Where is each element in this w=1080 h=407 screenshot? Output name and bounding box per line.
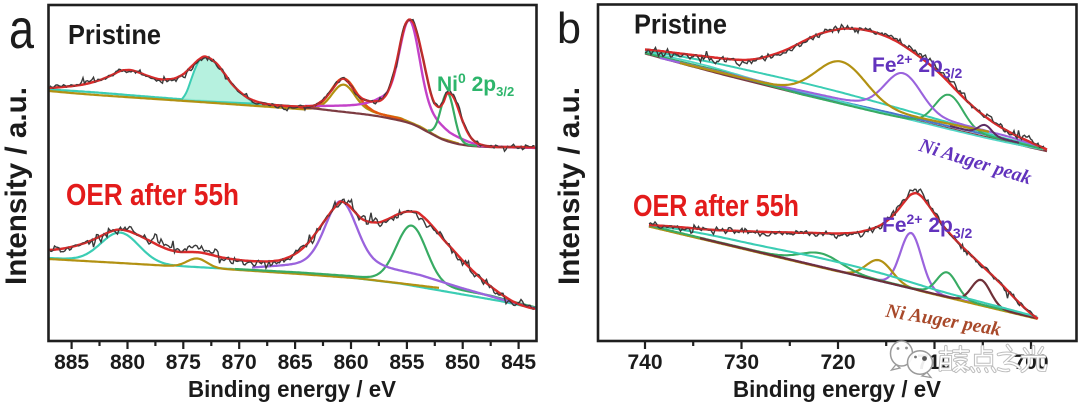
svg-text:885: 885 xyxy=(54,351,89,374)
svg-text:730: 730 xyxy=(724,351,759,374)
svg-text:OER after 55h: OER after 55h xyxy=(66,177,239,212)
svg-text:860: 860 xyxy=(333,351,368,374)
svg-text:Pristine: Pristine xyxy=(634,9,727,40)
svg-text:b: b xyxy=(557,4,581,53)
svg-text:850: 850 xyxy=(445,351,480,374)
svg-text:720: 720 xyxy=(820,351,855,374)
svg-text:OER after 55h: OER after 55h xyxy=(633,188,799,223)
svg-text:880: 880 xyxy=(110,351,145,374)
svg-text:Pristine: Pristine xyxy=(68,19,161,50)
svg-text:Binding energy / eV: Binding energy / eV xyxy=(733,376,941,402)
svg-text:865: 865 xyxy=(278,351,313,374)
svg-text:a: a xyxy=(9,0,35,60)
svg-text:Binding energy / eV: Binding energy / eV xyxy=(188,376,396,402)
svg-text:875: 875 xyxy=(166,351,201,374)
svg-text:855: 855 xyxy=(389,351,424,374)
svg-text:740: 740 xyxy=(627,351,662,374)
svg-text:Intensity / a.u.: Intensity / a.u. xyxy=(0,87,33,285)
svg-text:845: 845 xyxy=(501,351,536,374)
svg-text:870: 870 xyxy=(222,351,257,374)
svg-text:Intensity / a.u.: Intensity / a.u. xyxy=(553,87,586,285)
